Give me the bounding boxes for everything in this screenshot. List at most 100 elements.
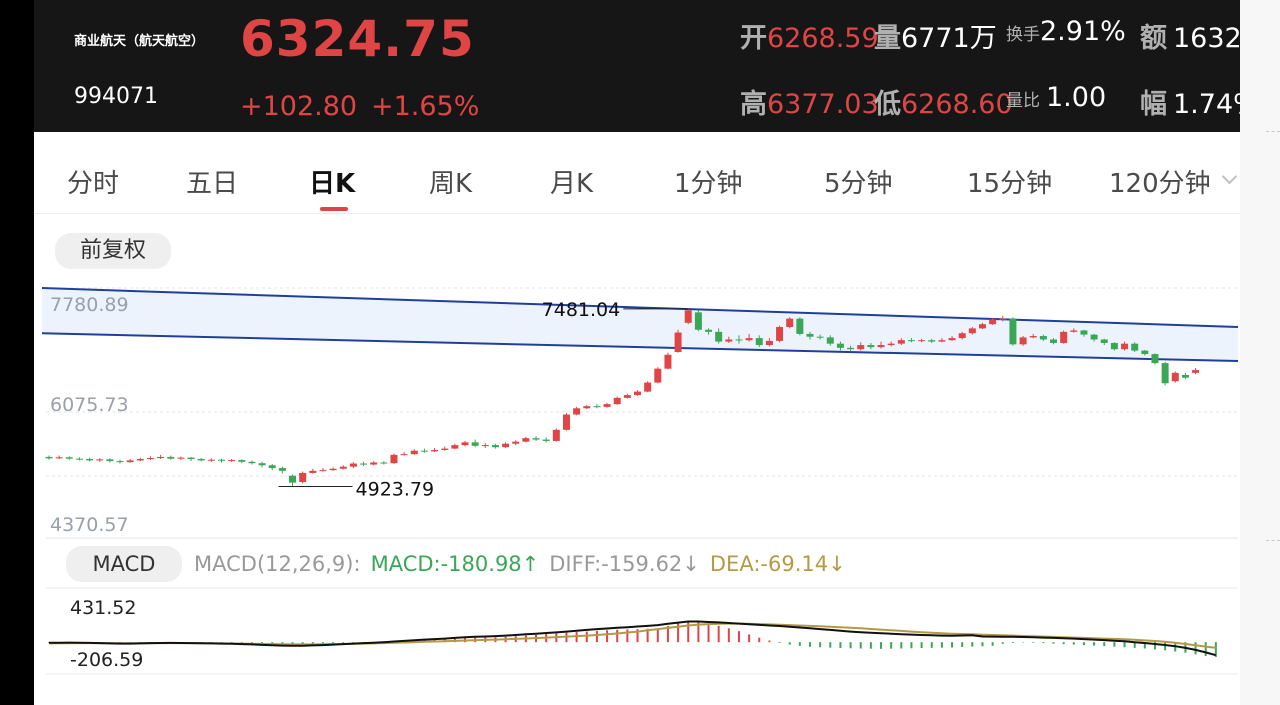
turnover-label: 换手 bbox=[1006, 25, 1040, 45]
candle bbox=[826, 335, 834, 346]
candle bbox=[55, 455, 63, 460]
candle bbox=[410, 449, 418, 455]
candle bbox=[552, 428, 560, 442]
candle-body bbox=[593, 406, 601, 408]
candle-body bbox=[502, 443, 510, 448]
candle bbox=[836, 341, 844, 351]
candle bbox=[380, 461, 388, 465]
candle-body bbox=[491, 445, 499, 448]
candle-body bbox=[1100, 339, 1108, 343]
volume-ratio-label: 量比 bbox=[1006, 91, 1040, 111]
stat-volume-ratio: 量比 1.00 bbox=[1006, 82, 1106, 113]
candle-body bbox=[471, 442, 479, 446]
candle bbox=[431, 447, 439, 453]
tab-weekly-k[interactable]: 周K bbox=[429, 169, 473, 199]
candle bbox=[907, 338, 915, 343]
candle bbox=[562, 413, 570, 431]
candle-body bbox=[278, 468, 286, 471]
candle-body bbox=[816, 336, 824, 338]
candle bbox=[75, 457, 83, 461]
candle bbox=[999, 315, 1007, 322]
tab-intraday[interactable]: 分时 bbox=[67, 169, 120, 199]
dea-value: DEA:-69.14↓ bbox=[709, 552, 846, 576]
candle-body bbox=[96, 459, 104, 461]
candle-body bbox=[1141, 350, 1149, 355]
macd-axis-label: -206.59 bbox=[70, 649, 143, 671]
candle-body bbox=[1029, 336, 1037, 338]
candle-body bbox=[167, 456, 175, 459]
candle-body bbox=[1181, 374, 1189, 378]
candle bbox=[1192, 367, 1200, 375]
candle-body bbox=[45, 456, 53, 459]
candle bbox=[735, 335, 743, 344]
tab-120min[interactable]: 120分钟 bbox=[1109, 169, 1211, 199]
candle bbox=[583, 404, 591, 409]
candle bbox=[441, 446, 449, 451]
candle-body bbox=[65, 457, 73, 459]
tab-15min[interactable]: 15分钟 bbox=[967, 169, 1053, 199]
macd-values: MACD(12,26,9): MACD:-180.98↑ DIFF:-159.62↓… bbox=[194, 552, 856, 576]
candle bbox=[228, 459, 236, 462]
candle-body bbox=[877, 345, 885, 348]
tab-1min[interactable]: 1分钟 bbox=[674, 169, 743, 199]
stat-open: 开6268.59 bbox=[740, 16, 879, 55]
candle-body bbox=[786, 318, 794, 327]
candle bbox=[634, 390, 641, 396]
macd-value: MACD:-180.98↑ bbox=[370, 552, 540, 576]
candle-body bbox=[370, 462, 378, 465]
candle bbox=[755, 335, 763, 348]
candle-body bbox=[674, 332, 682, 352]
candle bbox=[390, 453, 398, 464]
candle bbox=[978, 322, 986, 330]
candle-body bbox=[715, 331, 723, 342]
candle-body bbox=[918, 340, 926, 342]
candle bbox=[512, 440, 520, 446]
candle-body bbox=[1039, 336, 1047, 340]
candle-body bbox=[928, 340, 936, 342]
volume-value: 6771万 bbox=[901, 23, 997, 54]
candle bbox=[948, 336, 956, 341]
candle bbox=[522, 436, 530, 443]
candle-body bbox=[999, 318, 1007, 320]
candle bbox=[1009, 317, 1017, 346]
candle bbox=[45, 455, 53, 460]
indicator-select-button[interactable]: MACD bbox=[66, 546, 182, 582]
candle-body bbox=[857, 345, 865, 350]
price-adjust-button[interactable]: 前复权 bbox=[55, 233, 171, 269]
candle-body bbox=[958, 333, 966, 339]
candle bbox=[542, 437, 550, 443]
candle-body bbox=[55, 457, 63, 459]
candle-body bbox=[86, 459, 94, 461]
candle bbox=[674, 329, 682, 353]
candle-body bbox=[1009, 318, 1017, 345]
y-axis-label: 7780.89 bbox=[50, 294, 129, 316]
period-tabs: 分时 五日 日K 周K 月K 1分钟 5分钟 15分钟 120分钟 bbox=[34, 145, 1240, 214]
price-change: +102.80 bbox=[240, 91, 358, 122]
candle bbox=[593, 404, 601, 409]
candle-body bbox=[360, 463, 368, 465]
candle-body bbox=[431, 449, 439, 452]
tab-monthly-k[interactable]: 月K bbox=[550, 169, 594, 199]
candle-body bbox=[451, 445, 459, 449]
candle-body bbox=[623, 395, 631, 398]
tab-daily-k[interactable]: 日K bbox=[309, 169, 356, 199]
tab-5min[interactable]: 5分钟 bbox=[824, 169, 893, 199]
candle-body bbox=[238, 460, 246, 462]
max-price-label: 7481.04 bbox=[542, 299, 621, 321]
tab-five-day[interactable]: 五日 bbox=[186, 169, 239, 199]
candle-body bbox=[1050, 339, 1058, 343]
candle-body bbox=[319, 470, 327, 472]
candle bbox=[177, 456, 185, 461]
index-code: 994071 bbox=[74, 84, 158, 109]
candle bbox=[887, 341, 895, 347]
candle-body bbox=[1070, 330, 1078, 332]
candle bbox=[654, 367, 662, 384]
candle bbox=[705, 328, 713, 335]
y-axis-label: 6075.73 bbox=[50, 394, 129, 416]
candle bbox=[796, 317, 804, 336]
candle-body bbox=[897, 340, 905, 344]
candle bbox=[897, 338, 905, 346]
turnover-value: 2.91% bbox=[1040, 16, 1126, 47]
candle bbox=[989, 317, 997, 325]
candle-body bbox=[745, 338, 753, 341]
